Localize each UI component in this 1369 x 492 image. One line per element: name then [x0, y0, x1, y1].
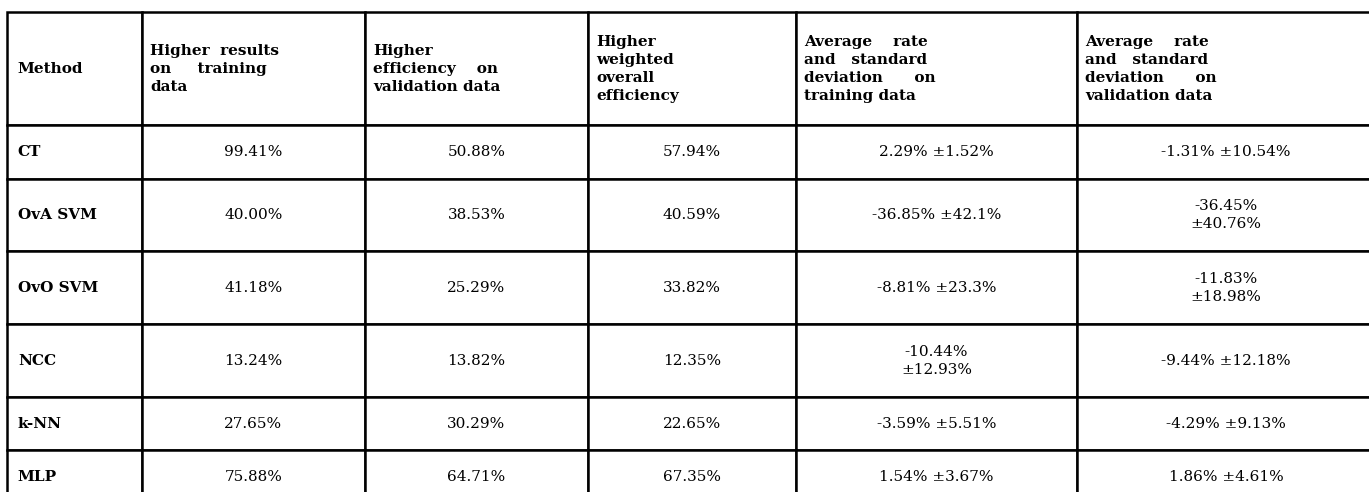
Text: 57.94%: 57.94%: [663, 145, 721, 159]
Text: NCC: NCC: [18, 354, 56, 368]
Text: 30.29%: 30.29%: [448, 417, 505, 430]
Text: -10.44%
±12.93%: -10.44% ±12.93%: [901, 345, 972, 376]
Text: OvA SVM: OvA SVM: [18, 208, 97, 222]
Text: -36.45%
±40.76%: -36.45% ±40.76%: [1191, 199, 1261, 231]
Bar: [142, 12, 366, 125]
Text: Higher  results
on     training
data: Higher results on training data: [151, 44, 279, 94]
Text: Higher
efficiency    on
validation data: Higher efficiency on validation data: [372, 44, 501, 94]
Text: Average    rate
and   standard
deviation      on
training data: Average rate and standard deviation on t…: [805, 35, 936, 103]
Bar: [7, 12, 142, 125]
Text: -4.29% ±9.13%: -4.29% ±9.13%: [1166, 417, 1285, 430]
Bar: [142, 125, 366, 179]
Text: 33.82%: 33.82%: [663, 281, 721, 295]
Bar: [7, 324, 142, 397]
Text: 12.35%: 12.35%: [663, 354, 721, 368]
Bar: [1076, 179, 1369, 251]
Bar: [364, 324, 589, 397]
Bar: [589, 125, 797, 179]
Text: Higher
weighted
overall
efficiency: Higher weighted overall efficiency: [596, 35, 679, 103]
Text: 40.59%: 40.59%: [663, 208, 721, 222]
Text: 27.65%: 27.65%: [225, 417, 282, 430]
Bar: [7, 125, 142, 179]
Bar: [142, 179, 366, 251]
Bar: [797, 125, 1076, 179]
Bar: [142, 450, 366, 492]
Text: 22.65%: 22.65%: [663, 417, 721, 430]
Text: 41.18%: 41.18%: [225, 281, 282, 295]
Text: -11.83%
±18.98%: -11.83% ±18.98%: [1191, 272, 1261, 304]
Bar: [1076, 450, 1369, 492]
Bar: [797, 179, 1076, 251]
Bar: [7, 251, 142, 324]
Bar: [797, 12, 1076, 125]
Text: -3.59% ±5.51%: -3.59% ±5.51%: [876, 417, 997, 430]
Text: 99.41%: 99.41%: [225, 145, 282, 159]
Bar: [589, 450, 797, 492]
Bar: [589, 397, 797, 450]
Bar: [1076, 324, 1369, 397]
Text: 1.54% ±3.67%: 1.54% ±3.67%: [879, 470, 994, 484]
Bar: [364, 450, 589, 492]
Bar: [589, 251, 797, 324]
Bar: [142, 324, 366, 397]
Text: 13.24%: 13.24%: [225, 354, 282, 368]
Bar: [7, 179, 142, 251]
Bar: [364, 397, 589, 450]
Text: 50.88%: 50.88%: [448, 145, 505, 159]
Bar: [1076, 397, 1369, 450]
Bar: [7, 450, 142, 492]
Bar: [364, 125, 589, 179]
Bar: [364, 251, 589, 324]
Bar: [589, 179, 797, 251]
Bar: [364, 179, 589, 251]
Bar: [797, 251, 1076, 324]
Bar: [142, 251, 366, 324]
Text: MLP: MLP: [18, 470, 57, 484]
Text: OvO SVM: OvO SVM: [18, 281, 99, 295]
Text: k-NN: k-NN: [18, 417, 62, 430]
Bar: [1076, 12, 1369, 125]
Bar: [797, 450, 1076, 492]
Text: 2.29% ±1.52%: 2.29% ±1.52%: [879, 145, 994, 159]
Text: -9.44% ±12.18%: -9.44% ±12.18%: [1161, 354, 1291, 368]
Text: 64.71%: 64.71%: [448, 470, 505, 484]
Bar: [797, 397, 1076, 450]
Text: 67.35%: 67.35%: [663, 470, 721, 484]
Text: Method: Method: [18, 62, 84, 76]
Text: -36.85% ±42.1%: -36.85% ±42.1%: [872, 208, 1001, 222]
Bar: [1076, 251, 1369, 324]
Text: CT: CT: [18, 145, 41, 159]
Text: 40.00%: 40.00%: [225, 208, 282, 222]
Bar: [589, 12, 797, 125]
Text: 13.82%: 13.82%: [448, 354, 505, 368]
Text: -1.31% ±10.54%: -1.31% ±10.54%: [1161, 145, 1291, 159]
Text: Average    rate
and   standard
deviation      on
validation data: Average rate and standard deviation on v…: [1084, 35, 1217, 103]
Text: 38.53%: 38.53%: [448, 208, 505, 222]
Text: 75.88%: 75.88%: [225, 470, 282, 484]
Bar: [364, 12, 589, 125]
Text: 25.29%: 25.29%: [448, 281, 505, 295]
Bar: [1076, 125, 1369, 179]
Text: -8.81% ±23.3%: -8.81% ±23.3%: [876, 281, 997, 295]
Bar: [142, 397, 366, 450]
Text: 1.86% ±4.61%: 1.86% ±4.61%: [1169, 470, 1283, 484]
Bar: [7, 397, 142, 450]
Bar: [589, 324, 797, 397]
Bar: [797, 324, 1076, 397]
